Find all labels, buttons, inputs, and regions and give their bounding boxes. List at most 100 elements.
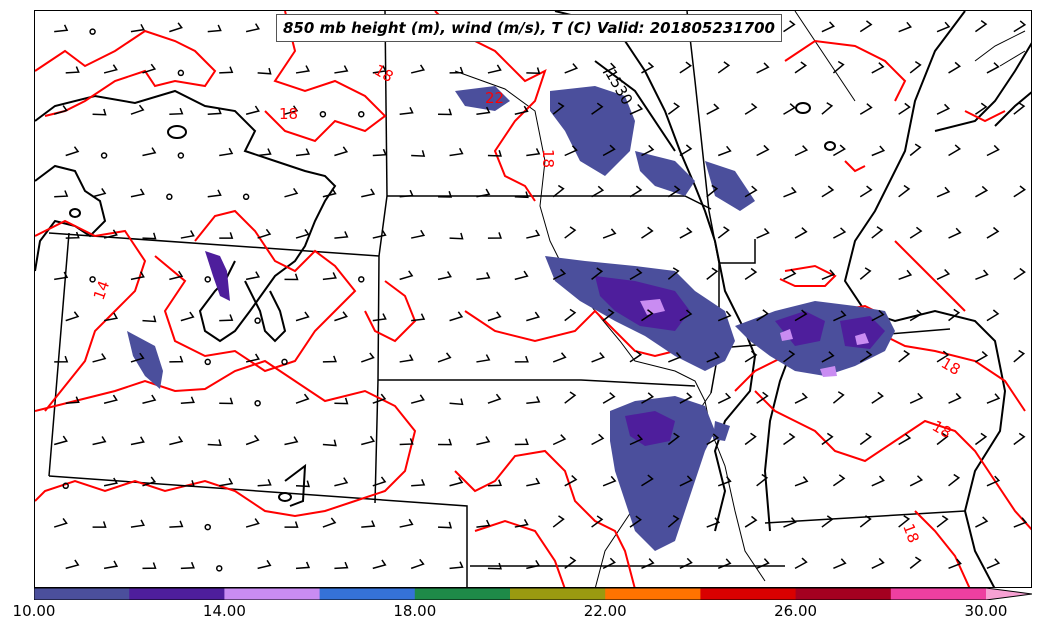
wind-barb (744, 267, 758, 280)
wind-barb (372, 559, 387, 570)
temp-label-22-a: 18 (899, 521, 922, 545)
wind-barb (859, 432, 872, 446)
wind-barb (334, 311, 348, 322)
wind-barb (667, 102, 681, 115)
wind-barb (438, 438, 453, 446)
wind-barb (245, 271, 261, 281)
wind-barb (245, 434, 260, 446)
temp-label-18-a: 18 (371, 61, 397, 86)
colorbar-tick-labels: 10.00 14.00 18.00 22.00 26.00 30.00 (0, 602, 1041, 622)
wind-barb (833, 310, 847, 322)
wind-barb (679, 392, 693, 404)
wind-barb (487, 150, 502, 157)
wind-barb (794, 227, 808, 239)
wind-barb (411, 313, 426, 322)
contour-labels: 18 18 18 14 18 18 18 22 1530 (90, 61, 964, 545)
wind-barb (322, 517, 337, 528)
wind-barb (629, 103, 644, 115)
wind-barb (322, 272, 337, 281)
calm-wind-marker (89, 28, 96, 35)
wind-barb (295, 65, 311, 74)
wind-barb (909, 226, 923, 239)
wind-barb (871, 145, 886, 157)
wind-barb (629, 515, 642, 528)
wind-barb (833, 558, 847, 570)
wind-barb (602, 144, 616, 157)
colorbar-tick: 18.00 (393, 602, 437, 620)
wind-barb (859, 267, 872, 280)
wind-barb (679, 61, 692, 74)
calm-wind-marker (89, 276, 96, 283)
wind-barb (476, 519, 491, 528)
wind-barb (1013, 517, 1028, 528)
wind-barb (219, 314, 234, 322)
wind-barb (706, 351, 720, 363)
height-contours (35, 11, 1031, 587)
wind-barb (986, 144, 1000, 157)
wind-barb (514, 105, 529, 115)
wind-barb (717, 226, 730, 239)
wind-barb (526, 311, 541, 322)
wind-barb (641, 226, 654, 239)
wind-barb (641, 144, 655, 157)
wind-barb (564, 145, 578, 157)
wind-barb (514, 270, 529, 281)
wind-barb (399, 354, 414, 363)
wind-barb (821, 432, 834, 446)
colorbar-bin (510, 588, 606, 600)
wind-barb (706, 517, 721, 528)
wind-barb (103, 64, 118, 74)
wind-barb (257, 67, 272, 75)
wind-barb (591, 102, 604, 115)
wind-barb (295, 561, 311, 570)
colorbar-bin (129, 588, 225, 600)
wind-barb (103, 229, 118, 239)
wind-barb (909, 60, 922, 74)
wind-barb (334, 231, 349, 239)
wind-barb (641, 392, 655, 404)
wind-barb (948, 144, 962, 157)
colorbar-bin (700, 588, 797, 600)
wind-barb (411, 150, 426, 157)
wind-barb (1013, 185, 1026, 198)
wind-barb (833, 144, 846, 157)
wind-barb (526, 148, 541, 157)
colorbar-tick: 22.00 (583, 602, 627, 620)
wind-barb (449, 66, 464, 74)
wind-barb (487, 479, 503, 487)
wind-barb (54, 271, 69, 281)
wind-barb (257, 559, 272, 570)
wind-barb (92, 188, 107, 198)
wind-barb (53, 105, 68, 115)
wind-barb (783, 432, 796, 446)
wind-barb (1013, 267, 1026, 280)
wind-barb (245, 23, 260, 33)
wind-barb (438, 108, 453, 116)
wind-barb (794, 557, 808, 570)
wind-barb (449, 147, 464, 157)
wind-barb (449, 476, 464, 487)
wind-barb (948, 392, 962, 404)
wind-barb (986, 226, 1000, 239)
wind-barb (975, 269, 989, 281)
wind-barb (602, 392, 616, 404)
wind-barb (257, 228, 272, 239)
calm-wind-marker (358, 276, 365, 283)
wind-barb (295, 480, 311, 488)
wind-barb (514, 518, 529, 528)
calm-wind-marker (254, 399, 261, 407)
wind-barb (180, 311, 195, 322)
wind-barb (372, 65, 387, 74)
wind-barb (552, 434, 567, 446)
colorbar-tick: 26.00 (774, 602, 818, 620)
colorbar-bin (890, 588, 987, 600)
wind-barb (295, 393, 310, 404)
calm-wind-marker (319, 110, 327, 118)
map-panel: 18 18 18 14 18 18 18 22 1530 (34, 10, 1032, 588)
wind-barb (641, 558, 655, 570)
wind-barb (142, 562, 157, 570)
wind-barb (667, 432, 680, 446)
wind-barb (295, 229, 310, 239)
wind-barb (871, 62, 885, 74)
colorbar-bin (34, 588, 130, 600)
